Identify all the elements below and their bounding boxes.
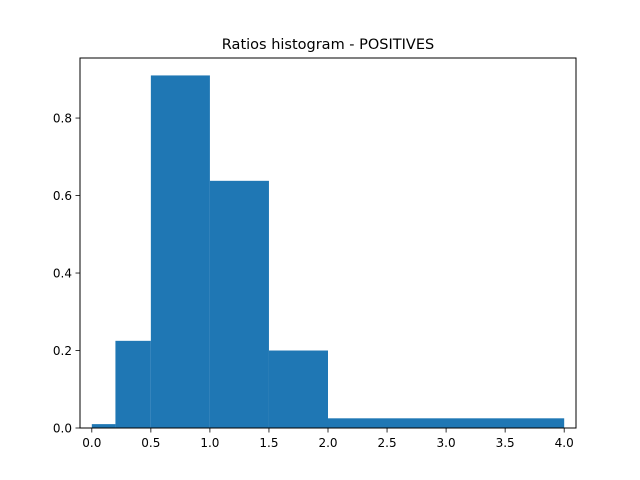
chart-title: Ratios histogram - POSITIVES (222, 37, 434, 53)
histogram-bar (328, 418, 565, 428)
histogram-bar (209, 180, 269, 428)
x-axis: 0.0 0.5 1.0 1.5 2.0 2.5 3.0 3.5 4.0 (82, 428, 574, 450)
y-tick-label: 0.2 (53, 344, 72, 358)
x-tick-label: 3.5 (496, 436, 515, 450)
y-tick-label: 0.8 (53, 112, 72, 126)
histogram-bar (115, 340, 151, 428)
x-tick-label: 2.5 (378, 436, 397, 450)
x-tick-label: 4.0 (555, 436, 574, 450)
plot-frame (79, 57, 577, 429)
y-tick-label: 0.4 (53, 267, 72, 281)
x-tick-label: 1.0 (200, 436, 219, 450)
bars-group (91, 75, 565, 428)
y-axis: 0.0 0.2 0.4 0.6 0.8 (53, 112, 80, 436)
x-tick-label: 0.5 (141, 436, 160, 450)
x-tick-label: 1.5 (259, 436, 278, 450)
x-tick-label: 0.0 (82, 436, 101, 450)
x-tick-label: 3.0 (437, 436, 456, 450)
y-tick-label: 0.6 (53, 189, 72, 203)
y-tick-label: 0.0 (53, 422, 72, 436)
x-tick-label: 2.0 (318, 436, 337, 450)
histogram-bar (150, 75, 210, 428)
histogram-bar (268, 350, 328, 428)
histogram-bar (91, 424, 116, 428)
